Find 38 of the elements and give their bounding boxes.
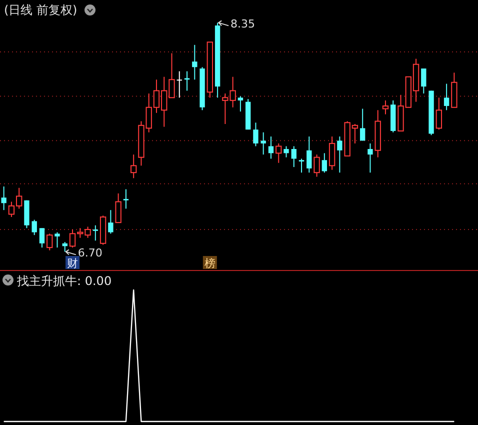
candlestick <box>322 152 328 174</box>
candlestick <box>123 188 129 210</box>
candlestick <box>108 210 114 234</box>
candlestick <box>184 70 190 92</box>
candlestick <box>115 192 122 224</box>
candlestick <box>39 228 45 248</box>
candlestick <box>314 154 320 178</box>
candlestick <box>176 70 182 98</box>
candlestick <box>337 136 342 174</box>
candlestick <box>253 122 258 147</box>
candlestick <box>32 219 37 236</box>
candlestick <box>328 136 336 170</box>
candlestick <box>284 146 289 158</box>
annotation: 8.35 <box>230 18 256 31</box>
candlestick <box>291 146 296 168</box>
candlestick <box>54 232 60 248</box>
candlestick <box>444 83 450 111</box>
candlestick <box>268 136 274 160</box>
candlestick <box>368 142 373 174</box>
annotation: 6.70 <box>78 246 102 260</box>
text: 榜 <box>204 257 216 270</box>
candlestick <box>306 136 312 174</box>
candlestick <box>421 68 426 94</box>
candlestick <box>130 154 137 179</box>
candlestick <box>276 142 282 164</box>
candlestick <box>238 96 244 112</box>
chart-title: 找主升抓牛: 0.00 <box>16 274 112 288</box>
text: 财 <box>67 257 78 270</box>
candlestick <box>436 97 442 130</box>
candlestick <box>260 132 266 156</box>
candlestick <box>192 44 198 80</box>
candlestick <box>46 233 53 251</box>
candlestick <box>92 224 98 242</box>
chart-title: (日线 前复权) <box>4 3 78 17</box>
candlestick <box>382 100 389 115</box>
candlestick <box>298 158 304 174</box>
candlestick <box>360 108 366 142</box>
candlestick <box>1 186 6 211</box>
